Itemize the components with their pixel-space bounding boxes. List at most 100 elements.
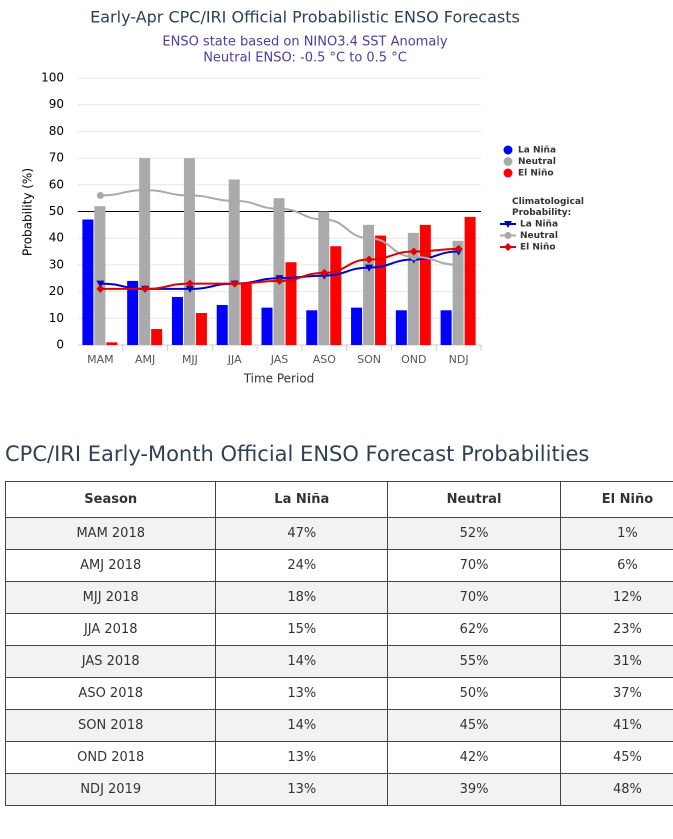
table-row: MJJ 2018 18% 70% 12% (4, 581, 673, 614)
bar (183, 158, 195, 345)
legend-symbol (504, 221, 512, 228)
table-cell: MJJ 2018 (4, 581, 217, 614)
table-cell: 41% (559, 709, 673, 742)
chart: Early-Apr CPC/IRI Official Probabilistic… (21, 8, 585, 386)
marker (230, 279, 239, 288)
bar (106, 342, 118, 345)
x-tick-label: AMJ (135, 353, 155, 366)
marker (455, 261, 463, 269)
bar (127, 280, 139, 345)
marker (96, 284, 105, 293)
bar (464, 216, 476, 345)
table-cell: 50% (387, 677, 561, 710)
table-title: CPC/IRI Early-Month Official ENSO Foreca… (5, 442, 590, 466)
marker (320, 216, 328, 224)
x-tick-label: SON (357, 353, 381, 366)
column-header: La Niña (215, 481, 389, 518)
marker (365, 264, 374, 272)
marker (454, 244, 463, 253)
table-cell: 45% (387, 709, 561, 742)
table-cell: 15% (215, 613, 389, 646)
table-cell: 45% (559, 741, 673, 774)
table: Season La Niña Neutral El Niño MAM 2018 47% 52… (4, 481, 673, 806)
table-cell: 18% (215, 581, 389, 614)
bar (330, 246, 342, 345)
y-tick-label: 100 (41, 71, 64, 85)
legend-label: El Niño (520, 243, 556, 253)
x-tick-label: NDJ (449, 353, 469, 366)
bar (419, 224, 431, 345)
y-tick-label: 70 (49, 151, 64, 165)
marker (409, 247, 418, 256)
y-tick-label: 0 (56, 338, 64, 352)
table-cell: 42% (387, 741, 561, 774)
marker (96, 191, 104, 199)
table-cell: 1% (559, 517, 673, 550)
table-cell: 6% (559, 549, 673, 582)
column-header: Season (4, 481, 217, 518)
table-cell: 13% (215, 677, 389, 710)
y-tick-label: 20 (49, 284, 64, 298)
bar (440, 310, 452, 345)
marker (320, 268, 329, 277)
marker (141, 186, 149, 194)
chart-title: Early-Apr CPC/IRI Official Probabilistic… (90, 8, 520, 27)
bar (216, 304, 228, 345)
marker (365, 234, 373, 242)
legend-label: Neutral (518, 157, 556, 167)
table-row: JJA 2018 15% 62% 23% (4, 613, 673, 646)
bar (261, 307, 273, 345)
table-cell: 48% (559, 773, 673, 806)
y-axis-label: Probability (%) (21, 168, 35, 256)
bar (306, 310, 318, 345)
y-tick-label: 90 (49, 97, 64, 111)
bar (139, 158, 151, 345)
y-tick-label: 40 (49, 231, 64, 245)
marker (185, 279, 194, 288)
bar (228, 179, 240, 345)
table-cell: 70% (387, 549, 561, 582)
bar (171, 296, 183, 345)
table-cell: 12% (559, 581, 673, 614)
table-cell: ASO 2018 (4, 677, 217, 710)
marker (365, 255, 374, 264)
legend-symbol (503, 145, 513, 155)
marker (141, 284, 150, 293)
table-row: ASO 2018 13% 50% 37% (4, 677, 673, 710)
bar (351, 307, 363, 345)
bar (285, 262, 297, 345)
table-cell: 62% (387, 613, 561, 646)
x-tick-label: MJJ (182, 353, 198, 366)
table-cell: JAS 2018 (4, 645, 217, 678)
table-cell: 13% (215, 741, 389, 774)
table-cell: 47% (215, 517, 389, 550)
legend-title: Climatological Probability: (512, 197, 584, 218)
table-cell: 13% (215, 773, 389, 806)
table-cell: NDJ 2019 (4, 773, 217, 806)
y-tick-label: 50 (49, 204, 64, 218)
bar (407, 232, 419, 345)
marker (276, 205, 283, 213)
y-tick-label: 10 (49, 311, 64, 325)
bar (82, 219, 94, 345)
table-cell: 31% (559, 645, 673, 678)
x-tick-label: OND (401, 353, 426, 366)
x-tick-label: MAM (87, 353, 114, 366)
legend-symbol (504, 232, 512, 239)
y-tick-label: 30 (49, 257, 64, 271)
bar (94, 206, 106, 345)
marker (275, 276, 284, 285)
legend-label: La Niña (518, 146, 556, 156)
x-axis-label: Time Period (243, 372, 315, 386)
bar (151, 328, 163, 345)
table-row: NDJ 2019 13% 39% 48% (4, 773, 673, 806)
legend-label: Neutral (520, 231, 558, 241)
table-cell: MAM 2018 (4, 517, 217, 550)
table-cell: 14% (215, 645, 389, 678)
marker (185, 285, 194, 293)
table-cell: SON 2018 (4, 709, 217, 742)
table-cell: AMJ 2018 (4, 549, 217, 582)
x-tick-label: ASO (313, 353, 337, 366)
chart-subtitle: ENSO state based on NINO3.4 SST Anomaly (162, 35, 448, 50)
table-cell: 39% (387, 773, 561, 806)
